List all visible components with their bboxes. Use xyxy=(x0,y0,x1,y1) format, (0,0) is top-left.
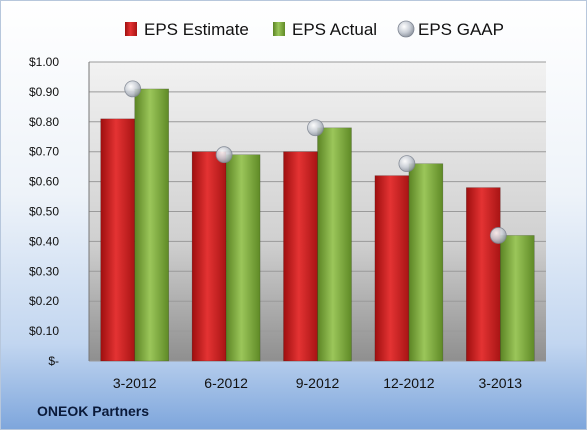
bar-eps-estimate xyxy=(374,175,410,362)
x-tick-label: 6-2012 xyxy=(204,375,248,391)
x-tick-label: 3-2013 xyxy=(479,375,523,391)
marker-eps-gaap xyxy=(215,146,233,164)
y-tick-label: $0.70 xyxy=(29,145,59,159)
bar-eps-estimate xyxy=(283,151,318,362)
bar-eps-actual xyxy=(499,235,535,362)
y-axis-ticks: $- $0.10 $0.20 $0.30 $0.40 $0.50 $0.60 $0.70 $0.… xyxy=(29,55,59,368)
y-tick-label: $0.20 xyxy=(29,294,59,308)
marker-eps-gaap xyxy=(489,227,507,244)
bar-eps-estimate xyxy=(100,118,135,362)
y-tick-label: $0.10 xyxy=(29,324,59,338)
bar-eps-actual xyxy=(134,88,169,362)
y-tick-label: $0.80 xyxy=(29,115,59,129)
bar-eps-actual xyxy=(408,163,444,362)
legend-swatch xyxy=(273,22,285,36)
y-tick-label: $0.50 xyxy=(29,205,59,219)
y-tick-label: $0.60 xyxy=(29,175,59,189)
bar-eps-actual xyxy=(317,127,352,362)
legend-label: EPS Estimate xyxy=(144,20,249,39)
legend-label: EPS Actual xyxy=(292,20,377,39)
x-axis-labels: 3-2012 6-2012 9-2012 12-2012 3-2013 xyxy=(113,375,522,391)
x-tick-label: 12-2012 xyxy=(383,375,435,391)
bar-eps-actual xyxy=(225,154,261,362)
x-tick-label: 3-2012 xyxy=(113,375,157,391)
legend-label: EPS GAAP xyxy=(418,20,504,39)
company-name: ONEOK Partners xyxy=(37,403,150,419)
bar-eps-estimate xyxy=(465,187,501,362)
marker-eps-gaap xyxy=(398,155,416,173)
bar-series xyxy=(100,88,535,362)
y-tick-label: $0.30 xyxy=(29,264,59,278)
y-tick-label: $0.40 xyxy=(29,234,59,248)
y-tick-label: $- xyxy=(48,354,59,368)
marker-eps-gaap xyxy=(124,80,142,98)
bar-eps-estimate xyxy=(191,151,227,362)
y-tick-label: $1.00 xyxy=(29,55,59,69)
legend-swatch xyxy=(125,22,137,36)
chart-legend: EPS Estimate EPS Actual EPS GAAP xyxy=(125,20,504,39)
gaap-markers xyxy=(124,80,507,244)
y-tick-label: $0.90 xyxy=(29,85,59,99)
legend-swatch xyxy=(397,20,415,38)
marker-eps-gaap xyxy=(307,119,324,137)
x-tick-label: 9-2012 xyxy=(296,375,340,391)
